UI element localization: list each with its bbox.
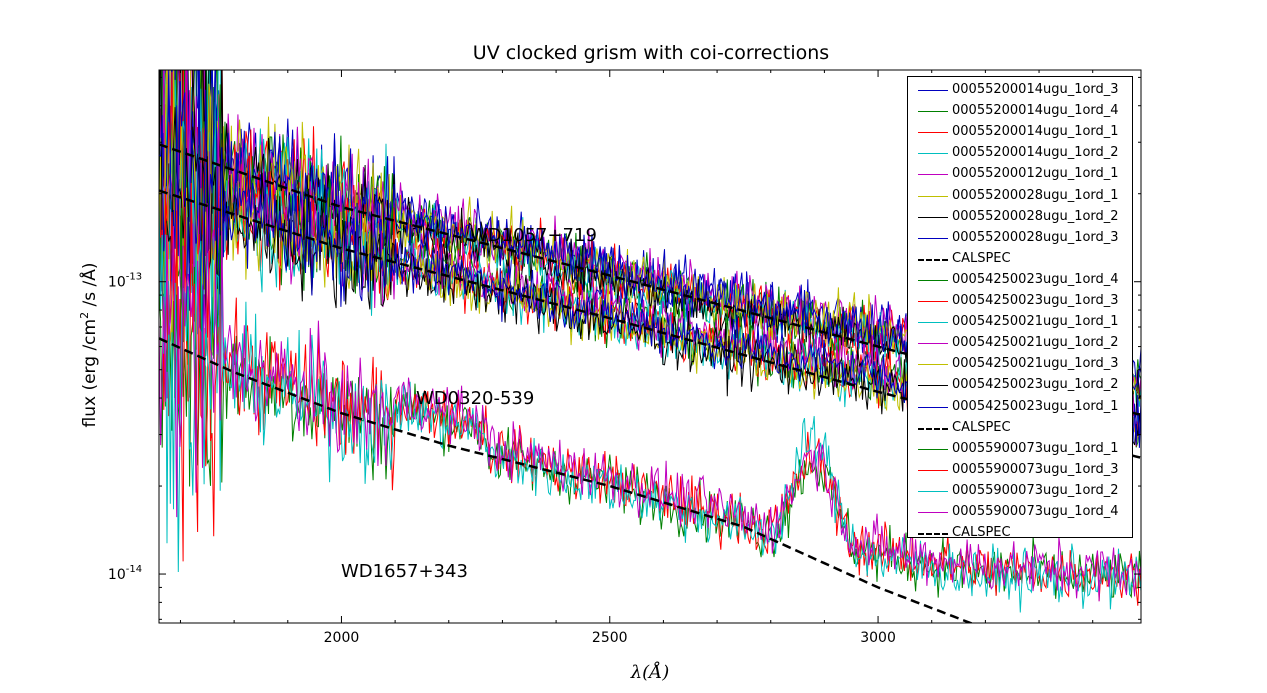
legend-item: 00055200014ugu_1ord_1: [908, 123, 1132, 141]
legend-item: 00055200014ugu_1ord_4: [908, 102, 1132, 120]
legend-label: 00055900073ugu_1ord_1: [952, 440, 1119, 456]
legend-item: 00054250023ugu_1ord_1: [908, 398, 1132, 416]
annotation-label: WD1057+719: [470, 225, 597, 246]
legend-swatch: [918, 448, 948, 450]
legend-item: 00055900073ugu_1ord_3: [908, 461, 1132, 479]
legend-label: CALSPEC: [952, 525, 1011, 541]
legend-item: CALSPEC: [908, 250, 1132, 268]
legend-label: 00055200014ugu_1ord_4: [952, 103, 1119, 119]
legend-swatch: [918, 195, 948, 197]
legend-item: 00055200028ugu_1ord_2: [908, 208, 1132, 226]
legend-swatch: [918, 322, 948, 324]
legend-item: 00055900073ugu_1ord_4: [908, 503, 1132, 521]
legend-label: 00055900073ugu_1ord_4: [952, 504, 1119, 519]
legend-swatch: [918, 216, 948, 218]
legend-item: 00055200028ugu_1ord_3: [908, 229, 1132, 247]
annotation-label: WD0320-539: [416, 388, 534, 409]
legend-label: CALSPEC: [952, 419, 1011, 435]
x-axis-label: λ(Å): [630, 662, 670, 683]
y-tick-label: 10-14: [108, 564, 142, 583]
legend-swatch: [918, 174, 948, 176]
x-tick-label: 2000: [324, 630, 360, 646]
legend-label: 00054250021ugu_1ord_3: [952, 356, 1119, 372]
y-tick-label: 10-13: [108, 272, 142, 291]
legend-item: CALSPEC: [908, 524, 1132, 542]
legend-item: CALSPEC: [908, 419, 1132, 437]
legend-item: 00055200014ugu_1ord_3: [908, 81, 1132, 99]
legend-swatch: [918, 301, 948, 302]
legend-label: 00055900073ugu_1ord_2: [952, 482, 1119, 498]
legend-item: 00055200028ugu_1ord_1: [908, 187, 1132, 205]
legend-item: 00055900073ugu_1ord_2: [908, 482, 1132, 500]
legend-swatch: [918, 469, 948, 471]
calspec-line: [159, 189, 1141, 459]
legend-item: 00054250023ugu_1ord_2: [908, 376, 1132, 394]
legend-label: 00054250023ugu_1ord_1: [952, 398, 1119, 414]
series-line: [159, 203, 1141, 602]
legend-swatch: [918, 427, 948, 430]
legend-swatch: [918, 533, 948, 536]
legend-swatch: [918, 258, 948, 261]
legend-label: 00055200028ugu_1ord_1: [952, 187, 1119, 203]
legend-item: 00054250021ugu_1ord_2: [908, 334, 1132, 352]
legend-item: 00054250023ugu_1ord_3: [908, 292, 1132, 310]
legend: 00055200014ugu_1ord_3 00055200014ugu_1ord…: [907, 76, 1133, 540]
legend-label: 00055200014ugu_1ord_3: [952, 82, 1119, 97]
x-tick-label: 2500: [592, 630, 628, 646]
legend-label: 00055200014ugu_1ord_2: [952, 145, 1119, 161]
legend-swatch: [918, 364, 948, 366]
legend-swatch: [918, 132, 948, 134]
legend-label: 00054250021ugu_1ord_1: [952, 314, 1119, 330]
x-tick-label: 3000: [860, 630, 896, 646]
legend-item: 00055200014ugu_1ord_2: [908, 144, 1132, 162]
legend-swatch: [918, 153, 948, 155]
legend-swatch: [918, 237, 948, 239]
legend-swatch: [918, 90, 948, 91]
legend-item: 00055900073ugu_1ord_1: [908, 440, 1132, 458]
legend-swatch: [918, 385, 948, 387]
legend-item: 00054250021ugu_1ord_1: [908, 313, 1132, 331]
legend-swatch: [918, 279, 948, 281]
legend-label: 00055200012ugu_1ord_1: [952, 166, 1119, 182]
chart-title: UV clocked grism with coi-corrections: [472, 42, 830, 64]
legend-item: 00055200012ugu_1ord_1: [908, 165, 1132, 183]
legend-swatch: [918, 111, 948, 113]
legend-swatch: [918, 343, 948, 345]
legend-label: 00054250023ugu_1ord_3: [952, 293, 1119, 308]
legend-item: 00054250023ugu_1ord_4: [908, 271, 1132, 289]
legend-label: 00055200028ugu_1ord_3: [952, 229, 1119, 245]
legend-label: 00054250023ugu_1ord_4: [952, 271, 1119, 287]
legend-label: 00055200028ugu_1ord_2: [952, 208, 1119, 224]
legend-label: 00055900073ugu_1ord_3: [952, 461, 1119, 477]
legend-swatch: [918, 512, 948, 513]
legend-label: 00055200014ugu_1ord_1: [952, 124, 1119, 140]
legend-label: CALSPEC: [952, 250, 1011, 266]
legend-label: 00054250021ugu_1ord_2: [952, 335, 1119, 351]
legend-swatch: [918, 490, 948, 492]
series-line: [159, 199, 1141, 613]
plot-frame: [158, 69, 1142, 624]
calspec-line: [159, 143, 1141, 417]
annotation-label: WD1657+343: [341, 561, 468, 582]
legend-label: 00054250023ugu_1ord_2: [952, 377, 1119, 393]
legend-swatch: [918, 406, 948, 408]
legend-item: 00054250021ugu_1ord_3: [908, 355, 1132, 373]
